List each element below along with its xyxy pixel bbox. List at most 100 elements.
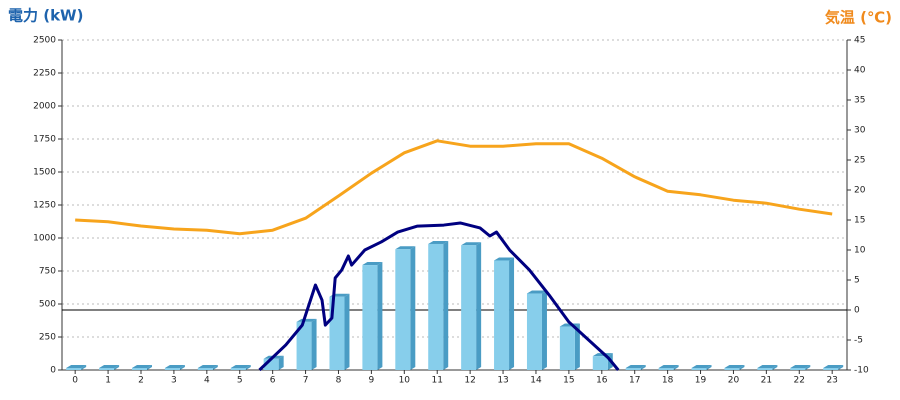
bar-side — [509, 257, 515, 370]
x-tick-label: 6 — [270, 376, 276, 386]
x-tick-label: 9 — [369, 376, 375, 386]
bar-front — [362, 265, 378, 370]
x-tick-label: 17 — [629, 376, 640, 386]
bar — [230, 365, 251, 370]
y-tick-label: 750 — [39, 267, 56, 277]
bar-front — [526, 293, 542, 370]
bar-front — [395, 249, 411, 370]
bar-top — [691, 365, 712, 369]
y2-tick-label: 20 — [854, 186, 866, 196]
y2-tick-label: 15 — [854, 216, 865, 226]
y2-tick-label: 40 — [854, 66, 866, 76]
bar — [625, 365, 646, 370]
bar-front — [625, 368, 641, 370]
bar — [66, 365, 87, 370]
bar-side — [541, 290, 547, 370]
y2-tick-label: -5 — [854, 336, 863, 346]
y-tick-label: 2500 — [33, 36, 56, 46]
bar-side — [114, 365, 120, 370]
y-tick-label: 1250 — [33, 201, 56, 211]
y-tick-label: 0 — [50, 366, 56, 376]
bar — [494, 257, 515, 370]
bar-front — [658, 368, 674, 370]
bar-top — [197, 365, 218, 369]
bar-front — [461, 245, 477, 370]
x-tick-label: 22 — [794, 376, 805, 386]
x-tick-label: 14 — [530, 376, 542, 386]
bar — [757, 365, 778, 370]
bar — [823, 365, 844, 370]
bar-front — [757, 368, 773, 370]
x-tick-label: 7 — [303, 376, 309, 386]
bar — [99, 365, 120, 370]
bar-side — [476, 242, 482, 370]
y2-tick-label: 5 — [854, 276, 860, 286]
bar-side — [805, 365, 811, 370]
bar — [559, 323, 580, 370]
bar-side — [772, 365, 778, 370]
y-tick-label: 2250 — [33, 69, 56, 79]
bar-top — [296, 318, 317, 322]
bar-front — [790, 368, 806, 370]
bar — [658, 365, 679, 370]
x-tick-label: 3 — [171, 376, 177, 386]
bar-side — [245, 365, 251, 370]
bar — [592, 353, 613, 370]
y2-tick-label: 35 — [854, 96, 865, 106]
bar-top — [625, 365, 646, 369]
y-tick-label: 2000 — [33, 102, 56, 112]
y2-axis-title: 気温 (℃) — [825, 9, 892, 27]
bar — [790, 365, 811, 370]
bar-side — [574, 323, 580, 370]
bar — [461, 242, 482, 370]
x-tick-label: 15 — [563, 376, 574, 386]
y-axis-title: 電力 (kW) — [8, 7, 83, 25]
y-tick-label: 1750 — [33, 135, 56, 145]
x-tick-label: 2 — [138, 376, 144, 386]
bar-top — [164, 365, 185, 369]
bar-front — [296, 321, 312, 370]
bar — [526, 290, 547, 370]
bar-top — [362, 262, 383, 266]
bar-side — [410, 246, 416, 370]
bar-top — [230, 365, 251, 369]
x-tick-label: 23 — [826, 376, 837, 386]
x-tick-label: 18 — [662, 376, 674, 386]
bar-top — [428, 240, 449, 244]
bar-front — [66, 368, 82, 370]
x-tick-label: 16 — [596, 376, 608, 386]
bar-top — [395, 246, 416, 250]
y2-tick-label: 30 — [854, 126, 866, 136]
y2-tick-label: 10 — [854, 246, 866, 256]
bar-front — [494, 260, 510, 370]
bar-side — [212, 365, 218, 370]
bar-side — [443, 240, 449, 370]
y-tick-label: 1500 — [33, 168, 56, 178]
bar-front — [99, 368, 115, 370]
bar-front — [691, 368, 707, 370]
x-tick-label: 19 — [695, 376, 707, 386]
y-tick-label: 500 — [39, 300, 56, 310]
line — [258, 221, 620, 372]
bar-top — [461, 242, 482, 246]
bar-side — [739, 365, 745, 370]
bar-side — [838, 365, 844, 370]
bar-side — [278, 355, 284, 370]
bar-side — [673, 365, 679, 370]
bar-top — [823, 365, 844, 369]
bar-side — [146, 365, 152, 370]
bar-side — [179, 365, 185, 370]
bar — [395, 246, 416, 370]
bar — [131, 365, 152, 370]
bar-top — [658, 365, 679, 369]
bar-front — [559, 326, 575, 370]
bar-side — [377, 262, 383, 370]
x-tick-label: 10 — [399, 376, 411, 386]
x-tick-label: 8 — [336, 376, 342, 386]
bar-front — [263, 358, 279, 370]
bar-front — [164, 368, 180, 370]
line — [75, 139, 833, 236]
bar-top — [66, 365, 87, 369]
x-tick-label: 12 — [464, 376, 475, 386]
